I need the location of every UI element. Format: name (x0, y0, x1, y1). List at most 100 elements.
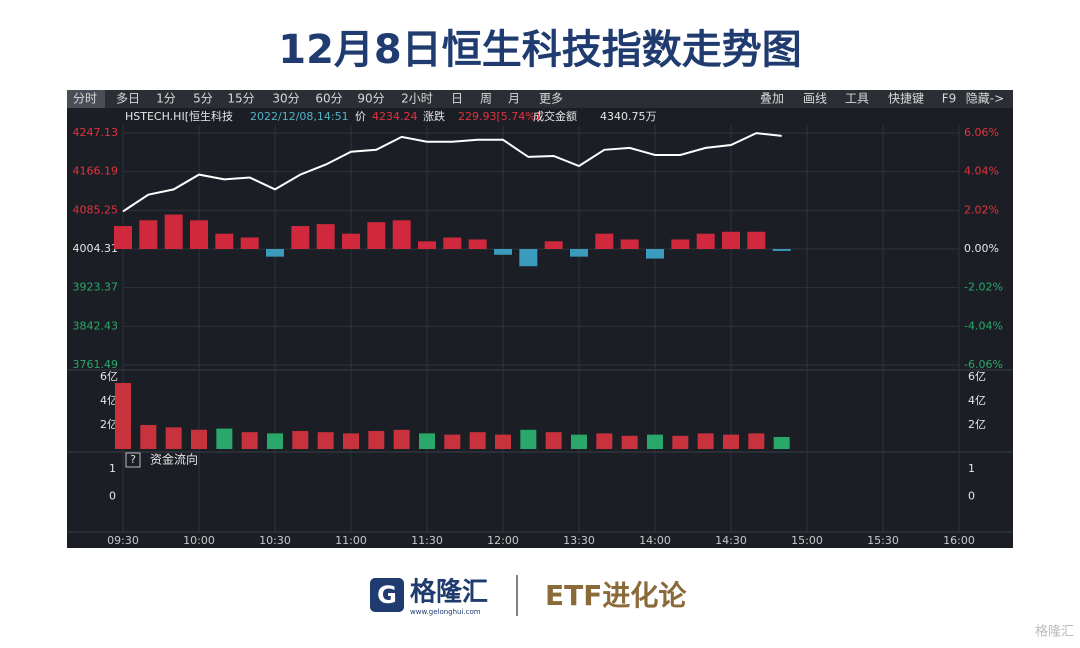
title: 12月8日恒生科技指数走势图 (278, 27, 802, 73)
y2-tick-label: -2.02% (964, 281, 1003, 294)
info-text: HSTECH.HI[恒生科技 (125, 109, 233, 123)
toolbar-tab: 90分 (357, 92, 384, 106)
toolbar-tab: 15分 (227, 92, 254, 106)
y-tick-label: 3842.43 (73, 319, 119, 332)
change-bar (443, 237, 462, 249)
change-bar (392, 220, 411, 249)
change-bar (772, 249, 791, 251)
change-bar (266, 249, 284, 257)
toolbar-tab: 60分 (315, 92, 342, 106)
x-tick-label: 16:00 (943, 534, 975, 547)
volume-tick-label: 4亿 (100, 394, 118, 407)
toolbar-tool: 工具 (845, 92, 869, 106)
change-bar (164, 214, 183, 249)
volume-bar (216, 428, 233, 449)
change-bar (139, 220, 158, 249)
volume-bar (368, 431, 385, 449)
flow-tick-label: 1 (109, 462, 116, 475)
brand: 格隆汇 (410, 577, 488, 608)
y-tick-label: 4166.19 (73, 165, 119, 178)
brand-url: www.gelonghui.com (410, 608, 481, 616)
volume-bar (571, 434, 587, 449)
y-tick-label: 4085.25 (73, 203, 119, 216)
volume-bar (292, 431, 309, 449)
y-tick-label: 4247.13 (73, 126, 119, 139)
y2-tick-label: -4.04% (964, 319, 1003, 332)
change-bar (215, 233, 234, 249)
change-bar (646, 249, 664, 259)
y2-tick-label: 4.04% (964, 165, 999, 178)
x-tick-label: 11:00 (335, 534, 367, 547)
x-tick-label: 13:30 (563, 534, 595, 547)
change-bar (595, 233, 614, 249)
volume-bar (748, 433, 765, 449)
toolbar-tab: 多日 (116, 92, 140, 106)
change-bar (468, 239, 487, 249)
y2-tick-label: 0.00% (964, 242, 999, 255)
volume-bar (596, 433, 613, 449)
x-tick-label: 12:00 (487, 534, 519, 547)
change-bar (696, 233, 715, 249)
change-bar (240, 237, 259, 249)
active-tab (67, 90, 105, 108)
volume-tick-label-right: 6亿 (968, 370, 986, 383)
info-text: 涨跌 (423, 109, 445, 123)
toolbar-tab: 周 (480, 92, 492, 106)
x-tick-label: 15:00 (791, 534, 823, 547)
x-tick-label: 10:00 (183, 534, 215, 547)
y2-tick-label: 2.02% (964, 203, 999, 216)
flow-title: 资金流向 (150, 452, 198, 467)
volume-bar (393, 429, 410, 449)
volume-bar (545, 432, 562, 449)
price-line (122, 132, 782, 213)
toolbar-tool: 隐藏-> (966, 92, 1004, 106)
toolbar-tab: 日 (451, 92, 463, 106)
info-text: 4340.75万 (600, 110, 657, 123)
volume-tick-label: 6亿 (100, 370, 118, 383)
change-bar (544, 241, 563, 249)
info-text: 4234.24 (372, 110, 418, 123)
x-tick-label: 10:30 (259, 534, 291, 547)
x-tick-label: 14:00 (639, 534, 671, 547)
info-text: 2022/12/08,14:51 (250, 110, 349, 123)
toolbar-tool: 快捷键 (888, 92, 924, 106)
volume-bar (672, 435, 689, 449)
volume-tick-label-right: 2亿 (968, 418, 986, 431)
volume-bar (343, 433, 359, 449)
volume-tick-label: 2亿 (100, 418, 118, 431)
x-tick-label: 11:30 (411, 534, 443, 547)
x-tick-label: 15:30 (867, 534, 899, 547)
logo-icon (370, 578, 404, 612)
flow-tick-label-right: 1 (968, 462, 975, 475)
chart-area (67, 90, 1013, 548)
volume-bar (267, 433, 283, 449)
volume-bar (469, 432, 486, 449)
change-bar (620, 239, 639, 249)
volume-bar (520, 429, 537, 449)
toolbar-tool: 画线 (803, 92, 827, 106)
toolbar-tool: 叠加 (760, 92, 784, 106)
change-bar (190, 220, 208, 249)
change-bar (570, 249, 588, 257)
volume-bar (697, 433, 714, 449)
y-tick-label: 4004.31 (73, 242, 119, 255)
toolbar-tab: 月 (508, 92, 520, 106)
volume-tick-label-right: 4亿 (968, 394, 986, 407)
toolbar-tab: 30分 (272, 92, 299, 106)
info-text: 价 (355, 110, 366, 123)
toolbar-tab: 分时 (73, 92, 97, 106)
change-bar (291, 226, 310, 249)
info-text: 229.93[5.74%] (458, 110, 540, 123)
help-box (125, 452, 141, 468)
change-bar (747, 231, 766, 249)
volume-bar (419, 433, 435, 449)
change-bar (367, 222, 386, 249)
x-tick-label: 14:30 (715, 534, 747, 547)
change-bar (114, 226, 132, 249)
change-bar (519, 249, 538, 267)
volume-bar (647, 434, 663, 449)
volume-bar (140, 425, 157, 449)
x-tick-label: 09:30 (107, 534, 139, 547)
